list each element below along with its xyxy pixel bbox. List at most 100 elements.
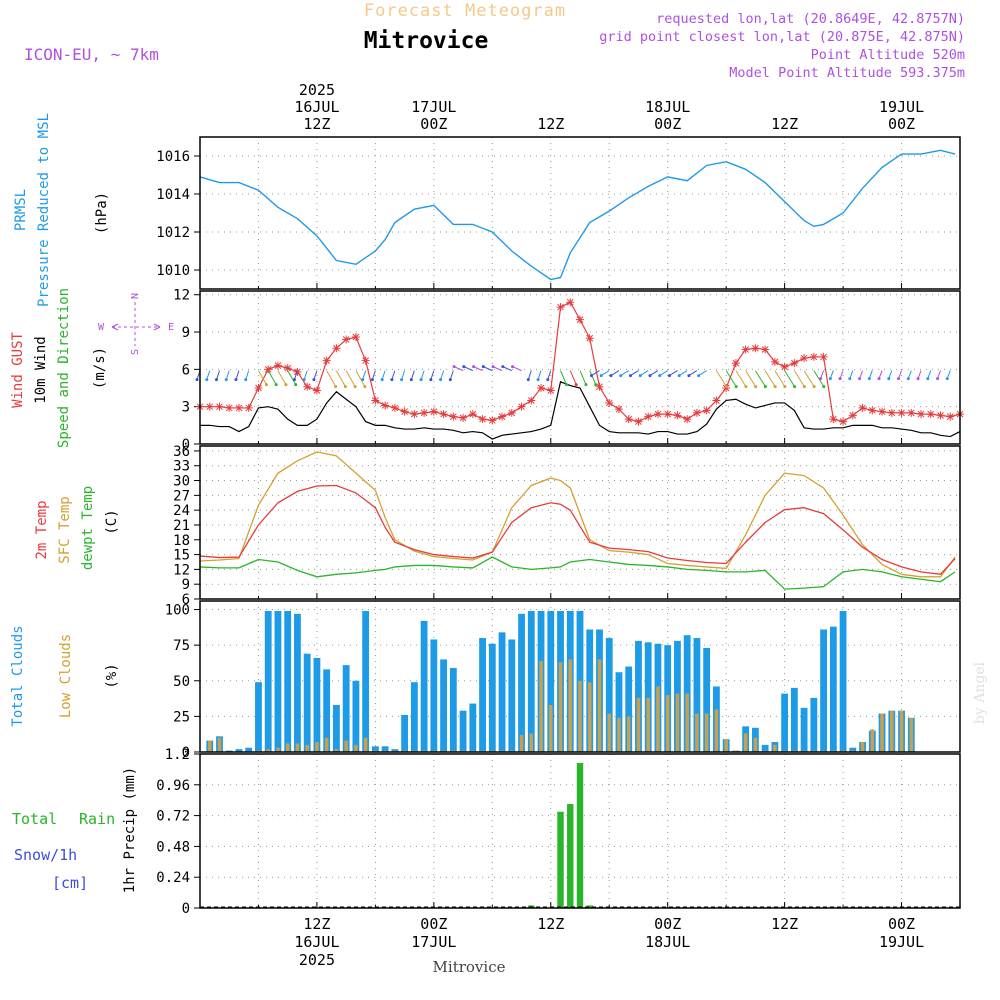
wind-direction-arrowhead: [452, 365, 456, 369]
wind-gust-point: [205, 402, 214, 411]
wind-direction-arrow: [725, 370, 737, 387]
low-clouds-bar: [665, 695, 670, 752]
total-clouds-bar: [284, 610, 292, 752]
low-clouds-bar: [549, 704, 553, 752]
wind-direction-arrow: [420, 370, 425, 380]
low-clouds-bar: [704, 713, 709, 752]
total-clouds-bar: [527, 610, 535, 752]
wind-direction-arrowhead: [448, 378, 452, 382]
clouds-unit: (%): [104, 663, 120, 688]
wind-gust-point: [809, 352, 818, 361]
top-tick-label: 12Z: [771, 115, 798, 133]
precip-total-label: Total: [12, 810, 57, 828]
total-clouds-bar: [245, 747, 253, 752]
wind-direction-arrowhead: [264, 383, 268, 387]
wind-gust-point: [829, 415, 838, 424]
prmsl-label: PRMSL: [13, 189, 29, 231]
total-clouds-bar: [294, 613, 301, 752]
top-tick-label: 12Z: [303, 115, 330, 133]
wind-labels: Wind GUST 10m Wind Speed and Direction (…: [10, 288, 174, 448]
wind-direction-arrow: [764, 370, 776, 387]
wind-gust-point: [800, 354, 809, 363]
total-clouds-bar: [800, 707, 808, 752]
low-clouds-bar: [743, 733, 748, 752]
total-clouds-bar: [410, 682, 418, 752]
wind-direction-arrow: [473, 366, 483, 372]
bottom-tick-label: 12Z: [771, 915, 798, 933]
wind-direction-arrowhead: [409, 378, 413, 382]
wind-direction-arrow: [492, 366, 503, 372]
panel-0: 1010 1012 1014 1016: [156, 136, 961, 290]
wind-gust-point: [653, 410, 662, 419]
wind-gust-point: [234, 403, 243, 412]
total-clouds-bar: [605, 638, 613, 752]
wind-gust-point: [537, 384, 546, 393]
wind-direction-arrow: [277, 370, 287, 385]
low-clouds-bar: [714, 709, 719, 752]
wind-gust-point: [692, 408, 701, 417]
total-clouds-bar: [820, 629, 827, 752]
wind-direction-arrowhead: [609, 374, 613, 378]
wind-direction-arrow: [381, 370, 386, 380]
panel-frame: [199, 136, 961, 290]
wind-gust-point: [371, 396, 380, 405]
y-tick-label: 0.96: [156, 778, 190, 794]
top-tick-label: 12Z: [537, 115, 564, 133]
low-clouds-bar: [870, 729, 875, 752]
bottom-tick-label: 00Z: [420, 915, 447, 933]
y-tick-label: 1012: [156, 225, 190, 241]
wind-gust-point: [264, 365, 273, 374]
wind-gust-point: [517, 402, 526, 411]
y-tick-label: 9: [182, 577, 190, 593]
low-clouds-bar: [626, 716, 631, 752]
wind-gust-point: [761, 345, 770, 354]
wind-gust-point: [566, 298, 575, 307]
wind-direction-arrow: [537, 370, 542, 380]
wind-direction-arrowhead: [754, 385, 758, 389]
total-clouds-bar: [313, 657, 321, 752]
top-tick-label: 16JUL: [294, 98, 339, 116]
total-clouds-bar: [547, 610, 555, 752]
requested-coords: requested lon,lat (20.8649E, 42.8757N): [656, 11, 965, 27]
top-tick-label: 00Z: [420, 115, 447, 133]
wind-direction-arrowhead: [877, 377, 881, 381]
wind-gust-point: [507, 408, 516, 417]
precip-bar: [557, 811, 564, 908]
low-clouds-bar: [305, 744, 309, 752]
wind-direction-arrowhead: [439, 378, 443, 382]
location-title: Mitrovice: [364, 28, 489, 54]
total-clouds-bar: [235, 749, 243, 752]
wind-direction-arrowhead: [773, 385, 777, 389]
wind-direction-arrow: [303, 370, 308, 380]
y-tick-label: 18: [173, 533, 190, 549]
total-clouds-label: Total Clouds: [10, 625, 26, 726]
wind-direction-arrow: [225, 370, 230, 380]
compass-n: N: [130, 293, 141, 299]
wind-gust-point: [878, 407, 887, 416]
wind-direction-arrowhead: [536, 378, 540, 382]
wind-gust-point: [790, 359, 799, 368]
total-clouds-bar: [459, 710, 467, 752]
total-clouds-bar: [264, 610, 272, 752]
wind-direction-arrow: [610, 370, 620, 377]
y-tick-label: 1010: [156, 263, 190, 279]
total-clouds-bar: [255, 682, 262, 752]
top-tick-label: 19JUL: [879, 98, 924, 116]
total-clouds-bar: [849, 747, 857, 752]
wind-direction-arrowhead: [224, 378, 228, 382]
snow-label: Snow/1h: [14, 846, 77, 864]
wind-gust-point: [887, 408, 896, 417]
wind-direction-arrowhead: [546, 378, 550, 382]
low-clouds-bar: [539, 660, 543, 752]
compass-s: S: [130, 349, 141, 355]
wind-direction-arrow: [410, 370, 415, 380]
grid-point-coords: grid point closest lon,lat (20.875E, 42.…: [599, 29, 965, 45]
wind-gust-point: [576, 315, 584, 324]
low-clouds-bar: [207, 740, 212, 752]
total-clouds-bar: [508, 639, 516, 752]
wind-direction-arrowhead: [848, 377, 852, 381]
precip-bar: [576, 762, 584, 908]
y-tick-label: 12: [173, 288, 190, 304]
low-clouds-bar: [724, 739, 728, 752]
precip-bar: [586, 905, 593, 908]
